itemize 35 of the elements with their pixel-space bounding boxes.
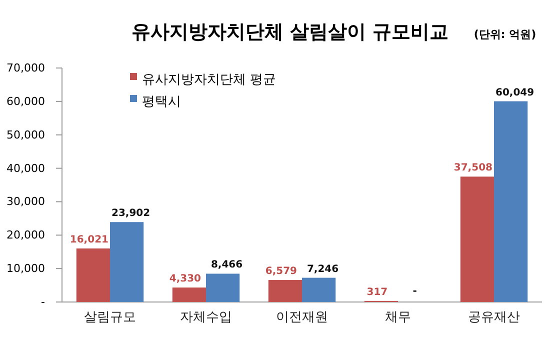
- data-label: 317: [366, 286, 388, 298]
- y-tick-label: 40,000: [6, 162, 45, 175]
- data-label: 6,579: [265, 266, 298, 278]
- chart-subtitle: (단위: 억원): [474, 28, 536, 41]
- bar: [172, 288, 206, 302]
- legend-label: 유사지방자치단체 평균: [142, 72, 276, 88]
- annotation: -: [412, 286, 417, 297]
- y-tick-label: 10,000: [6, 262, 45, 276]
- x-tick-label: 이전재원: [276, 310, 328, 325]
- x-tick-label: 살림규모: [84, 310, 136, 325]
- data-label: 23,902: [112, 208, 150, 220]
- data-label: 4,330: [169, 274, 202, 285]
- y-tick-label: 60,000: [6, 94, 45, 108]
- bar: [110, 222, 144, 302]
- x-tick-label: 공유재산: [468, 310, 520, 325]
- bar: [460, 176, 494, 302]
- bar: [302, 278, 336, 302]
- y-tick-label: 20,000: [6, 228, 45, 242]
- data-label: 8,466: [210, 260, 243, 271]
- data-label: 7,246: [306, 264, 339, 275]
- data-label: 37,508: [454, 162, 493, 174]
- x-tick-label: 채무: [385, 310, 411, 325]
- bar: [76, 248, 110, 302]
- data-label: 16,021: [70, 234, 109, 246]
- y-tick-label: 50,000: [6, 128, 45, 142]
- y-tick-label: -: [41, 296, 46, 309]
- y-tick-label: 70,000: [6, 62, 45, 75]
- bar: [206, 274, 240, 302]
- chart-title: 유사지방자치단체 살림살이 규모비교: [131, 21, 449, 43]
- y-tick-label: 30,000: [6, 195, 45, 208]
- bar: [268, 280, 302, 302]
- x-tick-label: 자체수입: [180, 310, 232, 325]
- legend-label: 평택시: [142, 94, 181, 110]
- bar: [494, 101, 528, 302]
- data-label: 60,049: [496, 87, 534, 98]
